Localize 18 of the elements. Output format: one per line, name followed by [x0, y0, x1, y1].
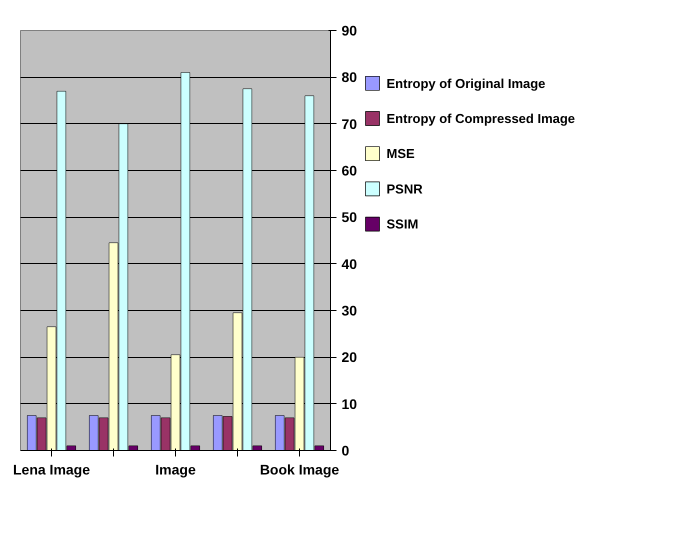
- x-tick-label: Lena Image: [12, 462, 90, 478]
- legend-label: SSIM: [386, 216, 418, 232]
- y-tick-label: 40: [342, 256, 358, 272]
- legend-label: PSNR: [386, 181, 424, 196]
- y-tick-label: 80: [342, 69, 358, 86]
- y-tick-label: 10: [342, 396, 358, 412]
- legend-label: MSE: [386, 146, 415, 162]
- legend-label: Entropy of Original Image: [386, 76, 546, 91]
- y-tick-label: 50: [342, 209, 358, 226]
- legend-label: Entropy of Compressed Image: [386, 111, 576, 126]
- y-tick-label: 30: [342, 302, 358, 318]
- y-tick-label: 20: [342, 349, 358, 366]
- y-tick-label: 70: [342, 116, 358, 132]
- x-tick-label: Book Image: [260, 462, 340, 478]
- y-tick-label: 0: [342, 442, 350, 458]
- y-tick-label: 60: [342, 162, 358, 178]
- y-tick-label: 90: [342, 22, 358, 38]
- x-tick-label: Image: [155, 462, 196, 478]
